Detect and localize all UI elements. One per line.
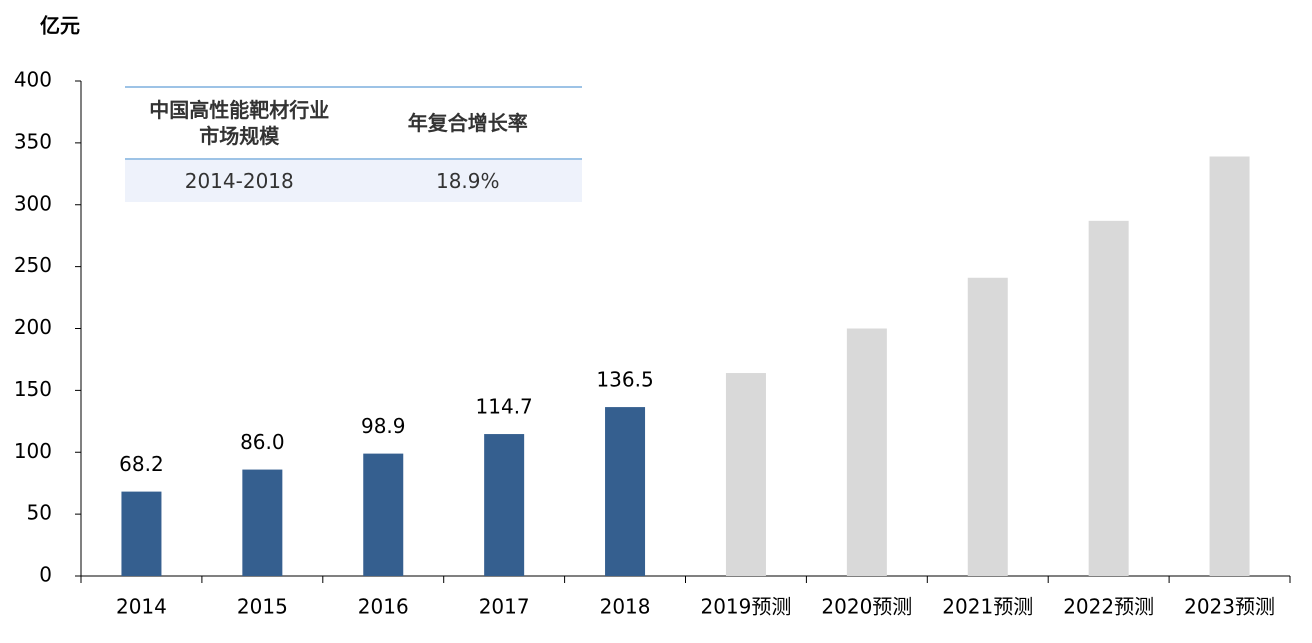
y-tick-label: 250 <box>14 253 52 277</box>
y-tick-label: 200 <box>14 315 52 339</box>
y-tick-label: 0 <box>39 563 52 587</box>
y-tick-label: 100 <box>14 439 52 463</box>
x-tick-label: 2017 <box>479 595 530 619</box>
y-tick-label: 400 <box>14 68 52 92</box>
cagr-table: 中国高性能靶材行业 市场规模 年复合增长率 2014-2018 18.9% <box>125 86 582 202</box>
data-label: 98.9 <box>361 414 406 438</box>
x-tick-label: 2018 <box>600 595 651 619</box>
y-tick-label: 300 <box>14 191 52 215</box>
y-tick-label: 150 <box>14 377 52 401</box>
bar <box>484 434 525 576</box>
x-tick-label: 2016 <box>358 595 409 619</box>
table-cell: 2014-2018 <box>125 159 354 202</box>
bar <box>242 469 283 576</box>
x-tick-label: 2020预测 <box>821 595 912 619</box>
bar <box>725 373 766 576</box>
bar <box>363 453 404 576</box>
bar <box>121 491 162 576</box>
x-tick-label: 2021预测 <box>942 595 1033 619</box>
x-tick-label: 2022预测 <box>1063 595 1154 619</box>
x-tick-label: 2014 <box>116 595 167 619</box>
bar <box>1209 156 1250 577</box>
data-label: 86.0 <box>240 430 285 454</box>
y-tick-label: 50 <box>27 501 52 525</box>
bar <box>605 407 646 576</box>
data-label: 68.2 <box>119 452 164 476</box>
bar <box>846 328 887 576</box>
x-tick-label: 2019预测 <box>700 595 791 619</box>
table-row: 2014-2018 18.9% <box>125 159 582 202</box>
x-tick-label: 2015 <box>237 595 288 619</box>
table-header: 中国高性能靶材行业 市场规模 年复合增长率 <box>125 86 582 160</box>
x-tick-label: 2023预测 <box>1184 595 1275 619</box>
y-axis-title: 亿元 <box>40 14 80 38</box>
bar <box>967 277 1008 576</box>
header-cell: 年复合增长率 <box>353 86 582 160</box>
bar <box>1088 220 1129 576</box>
y-tick-label: 350 <box>14 129 52 153</box>
header-cell: 中国高性能靶材行业 市场规模 <box>125 86 354 160</box>
data-label: 136.5 <box>596 368 653 392</box>
table-cell: 18.9% <box>353 159 582 202</box>
data-label: 114.7 <box>476 395 533 419</box>
